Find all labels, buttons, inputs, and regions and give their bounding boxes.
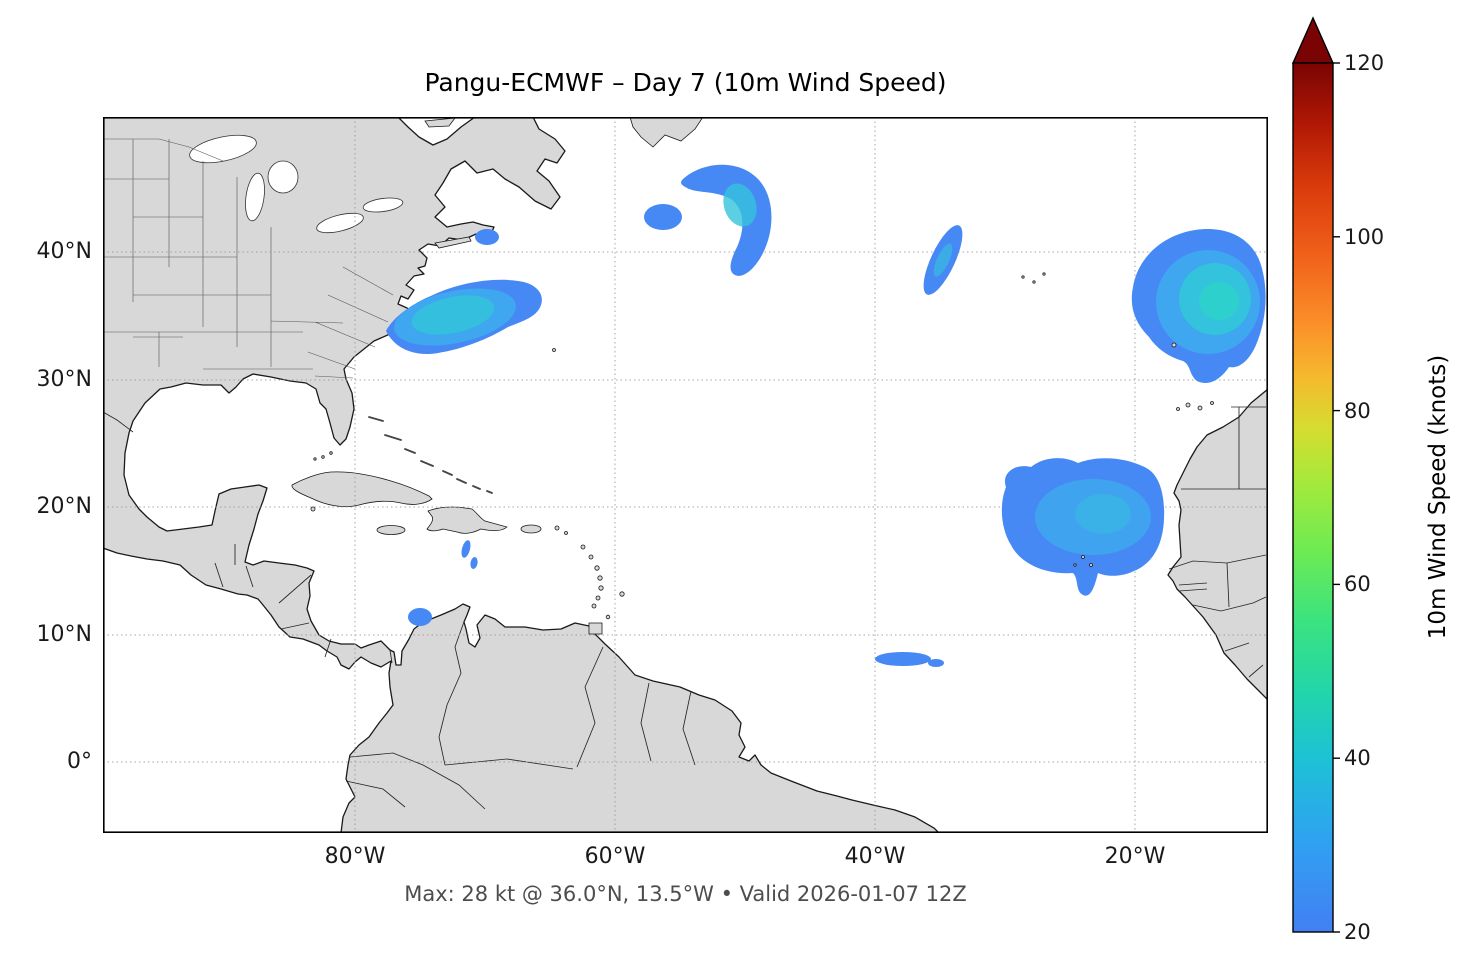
island-jamaica [376,525,406,535]
canary-islands [1176,401,1214,411]
colorbar-tick-20: 20 [1344,920,1371,944]
island-madeira [1171,342,1177,348]
great-lakes [189,134,404,234]
colorbar-gradient-bar [1292,62,1334,933]
lake-superior [189,134,257,164]
lat-tick-0: 0° [67,749,92,774]
bahamas-islands [368,416,493,494]
island-trinidad [588,622,603,635]
cape-verde-islands [1073,555,1093,567]
landmass-africa [1167,388,1268,701]
island-cuba [291,471,433,507]
figure-caption: Max: 28 kt @ 36.0°N, 13.5°W • Valid 2026… [404,882,967,906]
lake-michigan [245,172,265,222]
colorbar-axis-label: 10m Wind Speed (knots) [1425,354,1451,640]
azores-islands [1021,272,1046,284]
lat-tick-10n: 10°N [36,622,92,647]
wind-patch-colombia-coast [408,608,432,626]
lake-huron [267,160,299,194]
lake-erie [316,212,364,234]
map-frame [103,117,1268,833]
lon-tick-60w: 60°W [584,844,646,869]
colorbar [1291,16,1340,933]
colorbar-tick-marks [1333,62,1340,933]
caribbean-islands [291,272,1214,635]
wind-patch-se-coast [386,279,542,355]
colorbar-extend-arrow [1291,16,1335,64]
coastline-americas [103,117,940,833]
lat-tick-20n: 20°N [36,494,92,519]
island-long-island [434,236,472,249]
figure-title: Pangu-ECMWF – Day 7 (10m Wind Speed) [424,68,947,97]
wind-patch-cape-verde [1001,458,1165,596]
coastline-africa [1167,388,1268,701]
colorbar-tick-80: 80 [1344,399,1371,423]
island-hispaniola [426,506,508,534]
country-borders-south-america [345,618,696,810]
island-newfoundland [629,117,704,148]
island-puerto-rico [520,524,542,534]
wind-patch-central-atlantic [923,225,963,295]
wind-speed-contours [386,164,1266,667]
island-anticosti [424,117,456,128]
us-state-borders [103,138,394,379]
wind-patch-nw-atlantic-spot [644,204,682,230]
country-borders-africa [1168,406,1267,678]
landmass-americas [103,117,940,833]
wind-patch-cape-cod [475,229,499,245]
colorbar-tick-40: 40 [1344,746,1371,770]
island-bermuda [552,348,556,352]
colorbar-tick-100: 100 [1344,225,1385,249]
lat-tick-40n: 40°N [36,239,92,264]
wind-patch-nw-atlantic-comma [644,164,772,276]
wind-patch-hispaniola-south [461,540,478,569]
island-isle-of-youth [310,506,316,512]
colorbar-tick-60: 60 [1344,572,1371,596]
florida-keys [313,451,333,461]
lon-tick-80w: 80°W [324,844,386,869]
lesser-antilles [554,525,625,620]
colorbar-tick-120: 120 [1344,51,1385,75]
wind-patch-ne-atlantic-max [1131,228,1266,384]
wind-patch-tropical-strip [875,652,944,667]
map-canvas [103,117,1268,833]
lon-tick-20w: 20°W [1104,844,1166,869]
lat-tick-30n: 30°N [36,367,92,392]
lon-tick-40w: 40°W [844,844,906,869]
lake-ontario [362,197,404,213]
